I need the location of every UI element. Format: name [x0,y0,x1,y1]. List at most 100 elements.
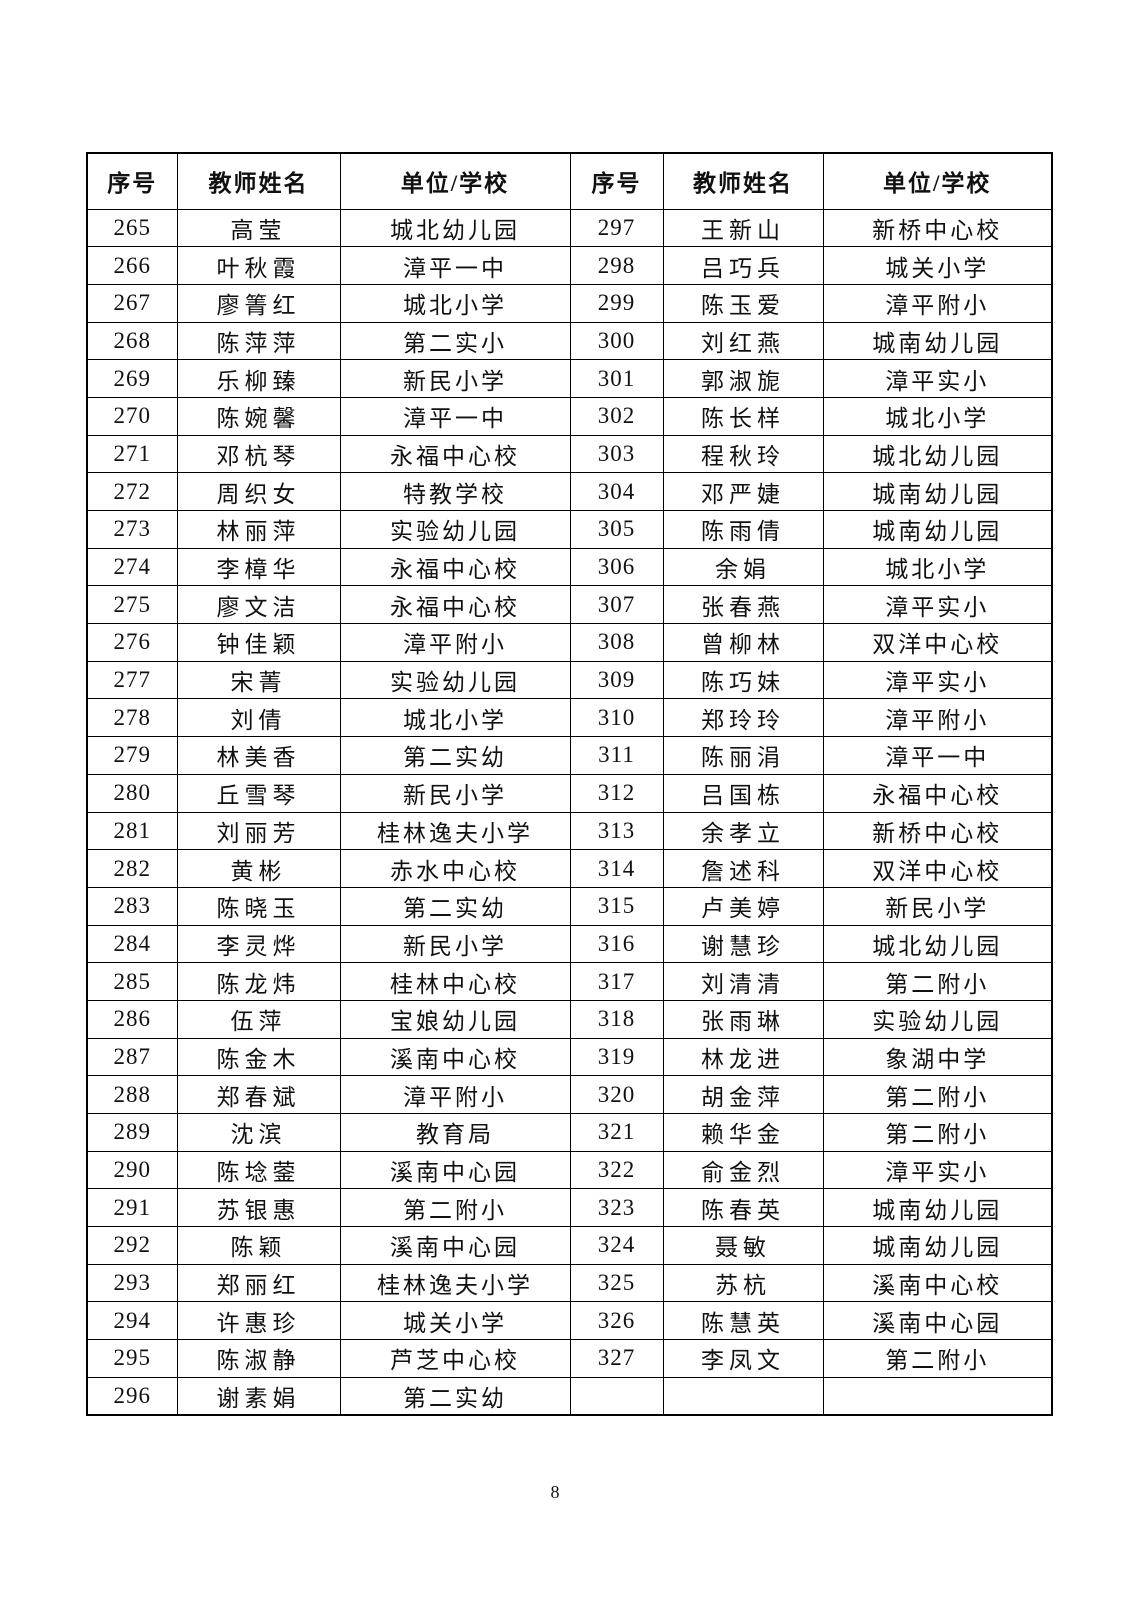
cell-teacher-name: 余娟 [662,547,824,587]
cell-serial: 319 [569,1037,664,1077]
cell-school: 新民小学 [339,359,571,398]
cell-school: 城北幼儿园 [822,434,1053,474]
table-row: 290 陈埝蓥 溪南中心园 322 俞金烈 漳平实小 [86,1150,1053,1190]
cell-serial: 318 [569,999,664,1039]
cell-serial: 305 [569,510,664,549]
cell-serial: 268 [86,321,178,361]
cell-teacher-name: 郭淑旎 [662,359,824,398]
cell-school: 第二实幼 [339,886,571,926]
cell-serial: 295 [86,1339,178,1378]
cell-teacher-name: 陈雨倩 [662,510,824,549]
cell-serial: 280 [86,773,178,813]
cell-teacher-name: 俞金烈 [662,1150,824,1190]
cell-teacher-name [662,1376,824,1416]
cell-teacher-name: 刘红燕 [662,321,824,361]
cell-school: 赤水中心校 [339,849,571,888]
table-row: 284 李灵烨 新民小学 316 谢慧珍 城北幼儿园 [86,924,1053,964]
cell-school: 漳平附小 [339,623,571,662]
cell-teacher-name: 郑春斌 [176,1075,341,1114]
cell-school: 第二实幼 [339,1376,571,1416]
cell-teacher-name: 谢慧珍 [662,924,824,964]
cell-serial: 282 [86,849,178,888]
cell-teacher-name: 沈滨 [176,1113,341,1152]
cell-school [822,1376,1053,1416]
cell-teacher-name: 邓严婕 [662,472,824,511]
cell-teacher-name: 伍萍 [176,999,341,1039]
table-row: 274 李樟华 永福中心校 306 余娟 城北小学 [86,547,1053,587]
cell-serial: 299 [569,283,664,323]
table-row: 292 陈颖 溪南中心园 324 聂敏 城南幼儿园 [86,1226,1053,1265]
cell-serial: 304 [569,472,664,511]
cell-school: 城南幼儿园 [822,1226,1053,1265]
cell-school: 第二附小 [339,1188,571,1228]
cell-serial: 323 [569,1188,664,1228]
cell-teacher-name: 陈金木 [176,1037,341,1077]
cell-serial: 300 [569,321,664,361]
table-row: 283 陈晓玉 第二实幼 315 卢美婷 新民小学 [86,886,1053,926]
cell-school: 双洋中心校 [822,849,1053,888]
cell-teacher-name: 苏银惠 [176,1188,341,1228]
cell-serial: 322 [569,1150,664,1190]
table-row: 287 陈金木 溪南中心校 319 林龙进 象湖中学 [86,1037,1053,1077]
cell-serial: 286 [86,999,178,1039]
table-row: 275 廖文洁 永福中心校 307 张春燕 漳平实小 [86,585,1053,625]
cell-serial: 315 [569,886,664,926]
cell-serial: 276 [86,623,178,662]
cell-school: 城关小学 [339,1301,571,1341]
cell-school: 新民小学 [339,773,571,813]
cell-school: 漳平实小 [822,585,1053,625]
column-header-school-right: 单位/学校 [822,152,1053,210]
table-body: 265 高莹 城北幼儿园 297 王新山 新桥中心校 266 叶秋霞 漳平一中 298 吕巧兵 城关小… [86,208,1053,1416]
table-row: 291 苏银惠 第二附小 323 陈春英 城南幼儿园 [86,1188,1053,1228]
cell-serial: 326 [569,1301,664,1341]
cell-teacher-name: 张雨琳 [662,999,824,1039]
teacher-roster-table: 序号 教师姓名 单位/学校 序号 教师姓名 单位/学校 265 高莹 城北幼儿园 29… [86,152,1053,1416]
cell-teacher-name: 聂敏 [662,1226,824,1265]
cell-school: 宝娘幼儿园 [339,999,571,1039]
cell-school: 桂林逸夫小学 [339,811,571,851]
cell-serial: 289 [86,1113,178,1152]
cell-school: 溪南中心校 [339,1037,571,1077]
cell-serial: 274 [86,547,178,587]
cell-teacher-name: 曾柳林 [662,623,824,662]
table-row: 296 谢素娟 第二实幼 [86,1376,1053,1416]
cell-teacher-name: 张春燕 [662,585,824,625]
table-row: 266 叶秋霞 漳平一中 298 吕巧兵 城关小学 [86,246,1053,285]
cell-school: 溪南中心园 [339,1150,571,1190]
cell-school: 漳平实小 [822,359,1053,398]
cell-serial: 291 [86,1188,178,1228]
cell-teacher-name: 丘雪琴 [176,773,341,813]
cell-school: 实验幼儿园 [339,510,571,549]
cell-teacher-name: 胡金萍 [662,1075,824,1114]
cell-school: 城南幼儿园 [822,321,1053,361]
cell-school: 溪南中心园 [339,1226,571,1265]
cell-school: 实验幼儿园 [822,999,1053,1039]
cell-serial: 267 [86,283,178,323]
cell-school: 实验幼儿园 [339,660,571,700]
cell-school: 城南幼儿园 [822,1188,1053,1228]
table-row: 282 黄彬 赤水中心校 314 詹述科 双洋中心校 [86,849,1053,888]
cell-school: 城北小学 [339,283,571,323]
cell-serial: 312 [569,773,664,813]
cell-serial: 266 [86,246,178,285]
table-row: 269 乐柳臻 新民小学 301 郭淑旎 漳平实小 [86,359,1053,398]
cell-teacher-name: 郑玲玲 [662,698,824,738]
cell-teacher-name: 卢美婷 [662,886,824,926]
cell-teacher-name: 许惠珍 [176,1301,341,1341]
cell-school: 漳平附小 [822,283,1053,323]
cell-serial: 301 [569,359,664,398]
cell-teacher-name: 陈婉馨 [176,396,341,436]
cell-serial: 311 [569,736,664,775]
cell-school: 溪南中心校 [822,1263,1053,1303]
cell-teacher-name: 李灵烨 [176,924,341,964]
cell-school: 新民小学 [822,886,1053,926]
cell-teacher-name: 王新山 [662,208,824,248]
cell-serial: 321 [569,1113,664,1152]
table-row: 277 宋菁 实验幼儿园 309 陈巧妹 漳平实小 [86,660,1053,700]
cell-school: 城南幼儿园 [822,510,1053,549]
cell-teacher-name: 黄彬 [176,849,341,888]
table-row: 278 刘倩 城北小学 310 郑玲玲 漳平附小 [86,698,1053,738]
cell-serial: 294 [86,1301,178,1341]
cell-serial: 285 [86,962,178,1001]
